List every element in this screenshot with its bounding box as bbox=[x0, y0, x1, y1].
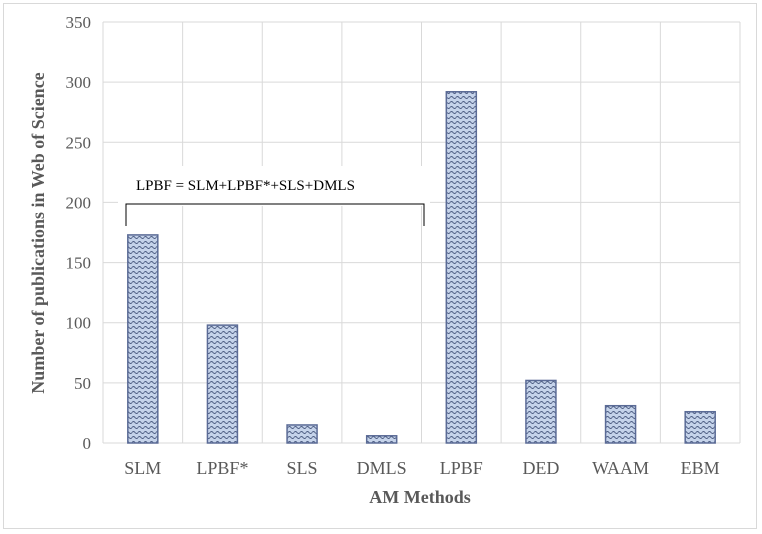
bar-slm bbox=[127, 234, 159, 444]
y-tick-label: 300 bbox=[66, 73, 92, 92]
bar-ebm bbox=[684, 410, 716, 444]
y-axis: 0 50 100 150 200 250 300 350 bbox=[66, 13, 92, 453]
bar-lpbf bbox=[445, 91, 478, 444]
x-axis: SLM LPBF* SLS DMLS LPBF DED WAAM EBM bbox=[124, 458, 719, 478]
x-tick-label: LPBF* bbox=[196, 458, 248, 478]
y-tick-label: 250 bbox=[66, 133, 92, 152]
bar-lpbf bbox=[206, 324, 239, 444]
y-tick-label: 0 bbox=[83, 434, 92, 453]
annotation-background bbox=[118, 166, 430, 206]
chart-frame bbox=[3, 3, 757, 529]
bar-sls bbox=[286, 424, 318, 444]
y-tick-label: 200 bbox=[66, 193, 92, 212]
annotation-text: LPBF = SLM+LPBF*+SLS+DMLS bbox=[136, 178, 355, 194]
gridlines bbox=[102, 21, 741, 444]
x-axis-title: AM Methods bbox=[369, 487, 471, 507]
y-tick-label: 50 bbox=[74, 374, 91, 393]
x-tick-label: DMLS bbox=[357, 458, 407, 478]
y-tick-label: 100 bbox=[66, 314, 92, 333]
y-tick-label: 150 bbox=[66, 254, 92, 273]
annotation-bracket bbox=[125, 203, 425, 226]
bar-waam bbox=[604, 404, 637, 444]
x-tick-label: SLM bbox=[124, 458, 161, 478]
y-tick-label: 350 bbox=[66, 13, 92, 32]
x-tick-label: SLS bbox=[287, 458, 318, 478]
x-tick-label: EBM bbox=[681, 458, 720, 478]
annotation: LPBF = SLM+LPBF*+SLS+DMLS bbox=[118, 166, 430, 226]
bar-dmls bbox=[365, 435, 398, 444]
y-axis-title: Number of publications in Web of Science bbox=[28, 72, 48, 393]
x-tick-label: LPBF bbox=[440, 458, 483, 478]
x-tick-label: DED bbox=[522, 458, 559, 478]
x-tick-label: WAAM bbox=[592, 458, 649, 478]
bar-ded bbox=[525, 379, 557, 444]
bars bbox=[127, 91, 716, 444]
